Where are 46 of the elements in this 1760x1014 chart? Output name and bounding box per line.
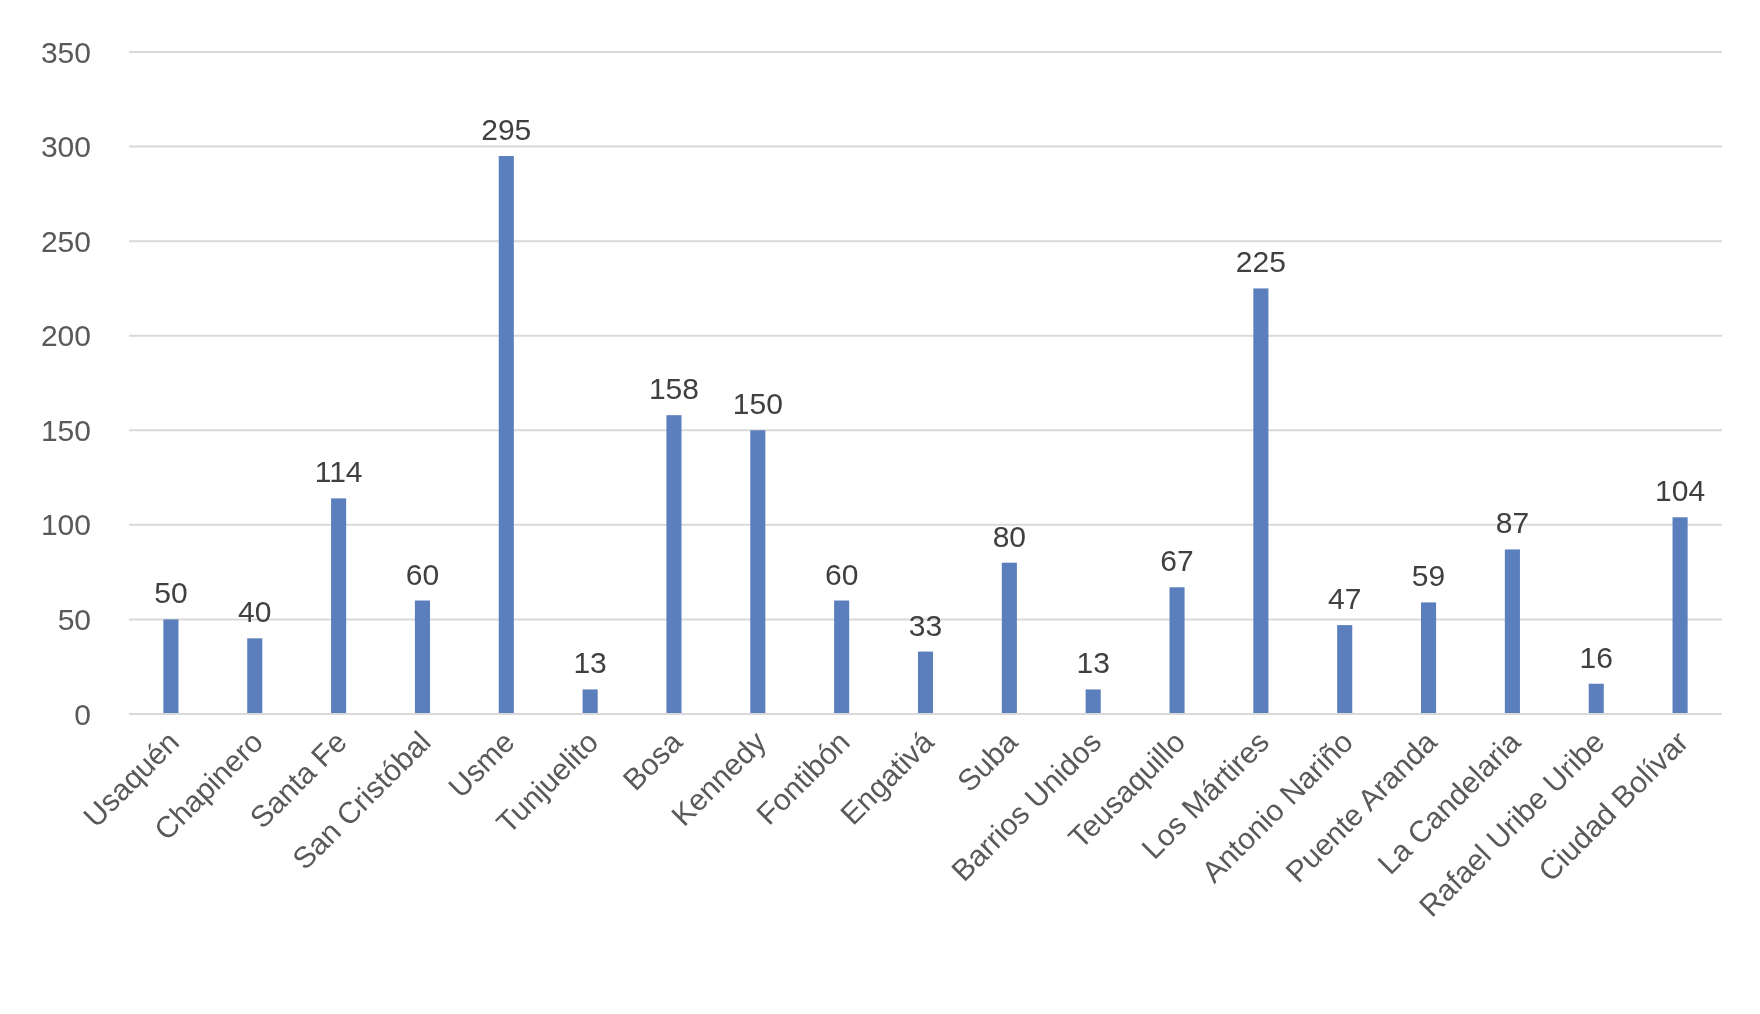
- data-label: 59: [1411, 559, 1446, 593]
- y-tick-label: 50: [57, 602, 91, 636]
- bar: [1001, 562, 1017, 714]
- bar: [1169, 587, 1185, 714]
- data-label: 150: [732, 387, 783, 421]
- data-label: 295: [481, 113, 532, 147]
- data-label: 33: [908, 608, 943, 642]
- data-label: 50: [154, 576, 188, 610]
- bar: [666, 415, 682, 714]
- bar: [834, 600, 850, 714]
- bar: [498, 156, 514, 714]
- y-tick-label: 300: [40, 130, 91, 164]
- bar: [414, 600, 430, 714]
- data-label: 13: [1076, 646, 1110, 680]
- y-tick-label: 350: [40, 35, 91, 69]
- data-label: 67: [1160, 544, 1194, 578]
- bar: [1337, 625, 1353, 714]
- y-tick-label: 100: [40, 508, 91, 542]
- data-label: 158: [648, 372, 699, 406]
- data-label: 13: [573, 646, 607, 680]
- data-label: 16: [1579, 640, 1613, 674]
- bar: [1672, 517, 1688, 714]
- bar: [163, 619, 179, 714]
- data-label: 87: [1495, 506, 1530, 540]
- bar: [1421, 602, 1437, 714]
- bar: [917, 651, 934, 714]
- y-tick-label: 0: [74, 697, 91, 731]
- data-label: 225: [1235, 245, 1286, 279]
- bar: [1253, 288, 1269, 714]
- data-label: 60: [405, 557, 440, 591]
- data-label: 80: [992, 519, 1027, 553]
- bar: [582, 689, 598, 714]
- bar: [750, 430, 766, 714]
- bar: [1085, 689, 1101, 714]
- y-tick-label: 200: [40, 319, 91, 353]
- bar: [331, 498, 347, 714]
- bar: [1588, 683, 1604, 714]
- bar: [1504, 549, 1520, 714]
- bar: [247, 638, 263, 714]
- y-tick-label: 150: [40, 413, 91, 447]
- y-tick-label: 250: [40, 224, 91, 258]
- data-label: 104: [1655, 474, 1706, 508]
- data-label: 40: [238, 595, 272, 629]
- data-label: 60: [824, 557, 859, 591]
- data-label: 47: [1328, 582, 1362, 616]
- data-label: 114: [314, 455, 363, 489]
